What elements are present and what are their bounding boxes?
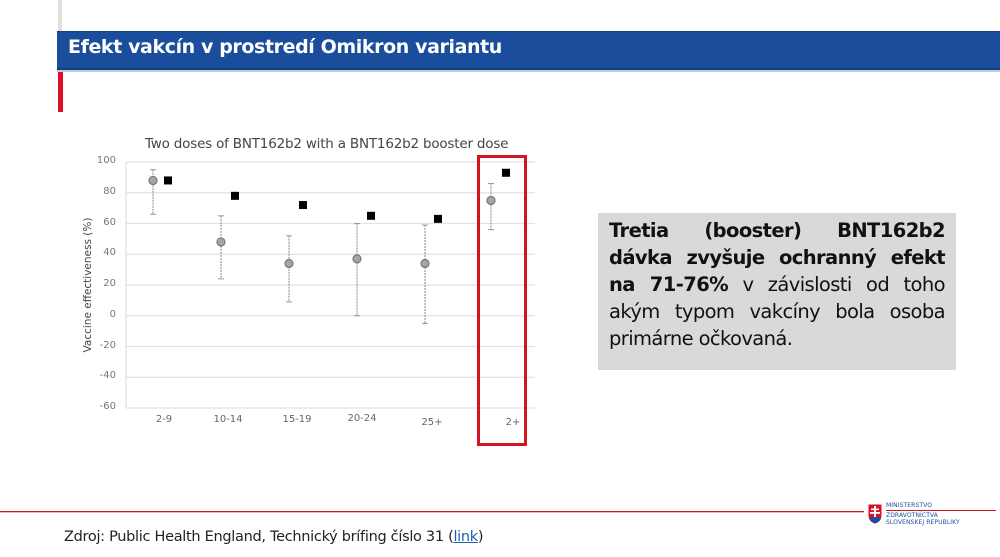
source-citation: Zdroj: Public Health England, Technický …	[64, 529, 484, 545]
y-tick-label: 0	[109, 308, 116, 320]
source-link[interactable]: link	[453, 529, 478, 545]
logo-line-1: MINISTERSTVO	[886, 502, 933, 509]
callout-text: Tretia (booster) BNT162b2 dávka zvyšuje …	[609, 217, 946, 352]
y-tick-label: 80	[103, 185, 116, 197]
y-tick-label: 60	[103, 216, 116, 228]
title-bar-shadow	[57, 70, 1000, 72]
top-divider-line	[58, 0, 62, 31]
y-tick-label: 100	[96, 155, 116, 166]
logo-line-2: ZDRAVOTNÍCTVA	[886, 511, 939, 519]
callout-normal-text: v závislosti od toho akým typom vakcíny …	[609, 273, 946, 350]
y-tick-label: -60	[99, 401, 116, 412]
y-tick-label: 40	[103, 247, 116, 259]
red-accent-bar	[58, 72, 63, 112]
highlight-box-2plus	[477, 155, 527, 446]
x-tick-label: 2+	[505, 417, 521, 428]
title-bar	[57, 31, 1000, 70]
logo-line-3: SLOVENSKEJ REPUBLIKY	[886, 519, 960, 526]
source-text: Zdroj: Public Health England, Technický …	[64, 529, 454, 545]
x-tick-label: 15-19	[282, 414, 312, 425]
slide-title: Efekt vakcín v prostredí Omikron variant…	[68, 36, 502, 58]
ministry-name: MINISTERSTVO ZDRAVOTNÍCTVA SLOVENSKEJ RE…	[886, 502, 960, 527]
logo-divider	[886, 510, 996, 511]
x-tick-label: 20-24	[347, 413, 377, 424]
ministry-logo: MINISTERSTVO ZDRAVOTNÍCTVA SLOVENSKEJ RE…	[864, 500, 1000, 530]
footer-divider-shadow	[0, 512, 1000, 513]
footer-divider	[0, 511, 1000, 512]
y-tick-label: -20	[99, 339, 116, 351]
y-tick-label: -40	[99, 370, 116, 382]
slovak-coat-of-arms-icon	[867, 503, 883, 525]
chart-title: Two doses of BNT162b2 with a BNT162b2 bo…	[145, 136, 509, 152]
x-tick-label: 2-9	[155, 414, 173, 425]
source-suffix: )	[477, 529, 484, 545]
key-finding-callout: Tretia (booster) BNT162b2 dávka zvyšuje …	[598, 213, 956, 370]
callout-bold-text: Tretia (booster) BNT162b2 dávka zvyšuje …	[609, 219, 946, 296]
x-tick-label: 25+	[421, 417, 443, 428]
x-tick-label: 10-14	[213, 414, 243, 425]
y-tick-label: 20	[103, 278, 116, 289]
